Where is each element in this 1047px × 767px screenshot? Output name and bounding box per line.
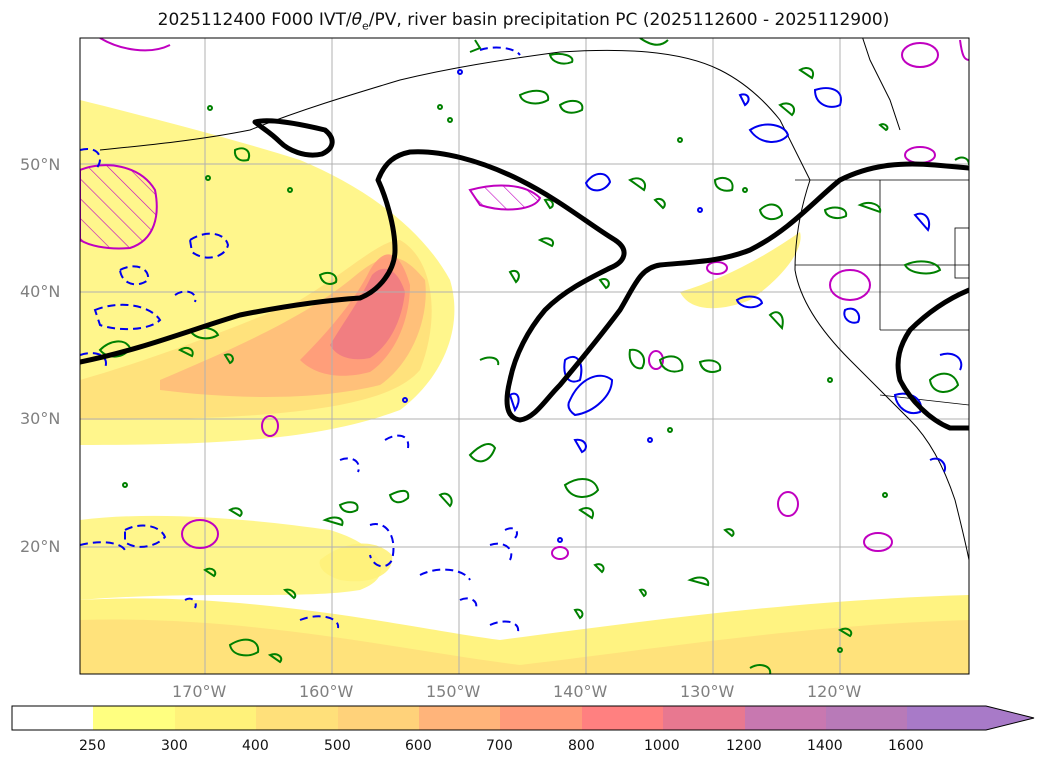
colorbar-swatch-6 [500,706,582,730]
ivt-colorbar [11,705,1035,731]
colorbar-swatch-7 [582,706,663,730]
lon-label-140w: 140°W [553,682,608,701]
colorbar-swatch-9 [745,706,826,730]
colorbar-tick-1000: 1000 [644,738,680,754]
colorbar-tick-300: 300 [161,738,188,754]
coastlines [99,38,969,561]
colorbar-tick-250: 250 [79,738,106,754]
negative-contours [80,46,963,633]
theta-hatched-region [80,164,158,250]
colorbar-swatch-5 [419,706,500,730]
colorbar-swatch-8 [663,706,745,730]
colorbar-tick-500: 500 [324,738,351,754]
colorbar-swatch-2 [175,706,256,730]
ivt-shading-south-250 [80,515,382,600]
colorbar-swatch-1 [93,706,175,730]
colorbar-tick-400: 400 [242,738,269,754]
lon-label-170w: 170°W [172,682,227,701]
ivt-shading-south-400 [80,619,969,674]
colorbar-swatch-3 [256,706,338,730]
lon-label-150w: 150°W [426,682,481,701]
ivt-shading-ne-250 [680,232,801,309]
colorbar-extend-arrow [907,706,1034,730]
lat-label-40n: 40°N [20,282,61,301]
lat-label-30n: 30°N [20,409,61,428]
lon-label-120w: 120°W [807,682,862,701]
lat-label-20n: 20°N [20,537,61,556]
colorbar-tick-600: 600 [405,738,432,754]
colorbar-tick-800: 800 [568,738,595,754]
figure-title: 2025112400 F000 IVT/θe/PV, river basin p… [157,10,890,33]
map-frame [79,37,970,675]
lon-label-160w: 160°W [299,682,354,701]
colorbar-tick-700: 700 [486,738,513,754]
small-contour-dots [122,69,888,653]
positive-contours [98,38,969,674]
ivt-shading-1000 [330,268,405,360]
colorbar-tick-1600: 1600 [888,738,924,754]
colorbar-swatch-0 [12,706,93,730]
lat-label-50n: 50°N [20,155,61,174]
gridlines [80,38,969,674]
colorbar-swatch-4 [338,706,419,730]
colorbar-tick-1400: 1400 [807,738,843,754]
ivt-shading-hawaii-patch [319,543,393,582]
pv-contour [80,118,969,431]
map-panel [80,38,969,674]
colorbar-tick-1200: 1200 [726,738,762,754]
lon-label-130w: 130°W [680,682,735,701]
colorbar-swatch-10 [826,706,907,730]
